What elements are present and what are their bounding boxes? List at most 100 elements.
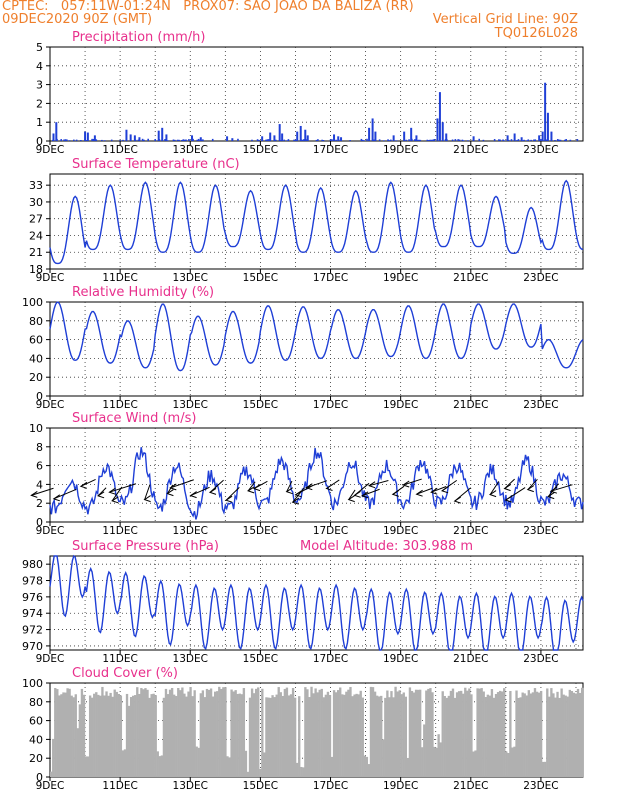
- cloud-cover-bar: [414, 689, 418, 777]
- cloud-cover-bar: [78, 704, 82, 777]
- cloud-cover-bar: [211, 696, 215, 777]
- panel-annotation: Model Altitude: 303.988 m: [300, 539, 473, 554]
- cloud-cover-bar: [548, 696, 551, 777]
- x-tick-label: 17DEC: [313, 525, 348, 537]
- cloud-cover-bar: [255, 688, 258, 777]
- cloud-cover-bar: [453, 697, 457, 777]
- wind-arrow: [111, 486, 123, 502]
- wind-arrow: [489, 481, 500, 495]
- wind-arrow-head: [30, 490, 38, 498]
- cloud-cover-bar: [72, 697, 75, 777]
- cloud-cover-bar: [261, 688, 264, 777]
- cloud-cover-bar: [275, 694, 278, 777]
- cloud-cover-bar: [324, 694, 328, 777]
- wind-arrow-head: [353, 490, 361, 498]
- cloud-cover-bar: [76, 728, 79, 777]
- cloud-cover-bar: [380, 695, 383, 777]
- cloud-cover-bar: [236, 693, 239, 777]
- cloud-cover-bar: [367, 764, 371, 777]
- cloud-cover-bar: [410, 690, 414, 777]
- cloud-cover-bar: [515, 690, 518, 777]
- cloud-cover-bar: [480, 688, 483, 777]
- plot-frame: [49, 173, 584, 270]
- cloud-cover-bar: [119, 695, 123, 777]
- y-tick-label: 972: [22, 624, 43, 637]
- cloud-cover-bar: [318, 689, 321, 777]
- wind-arrow-head: [111, 496, 119, 504]
- cloud-cover-bar: [576, 688, 580, 777]
- x-tick-label: 21DEC: [453, 272, 488, 284]
- series-line: [49, 301, 584, 372]
- cloud-cover-bar: [503, 688, 506, 777]
- cloud-cover-bar: [197, 747, 200, 777]
- cloud-cover-bar: [117, 693, 120, 777]
- cloud-cover-bar: [490, 689, 494, 777]
- cloud-cover-bar: [439, 742, 442, 777]
- wind-arrow: [292, 487, 305, 503]
- cloud-cover-bar: [400, 694, 403, 777]
- x-tick-label: 15DEC: [243, 525, 278, 537]
- cloud-cover-bar: [375, 695, 379, 777]
- wind-arrow: [53, 488, 77, 500]
- cloud-cover-bar: [312, 693, 315, 777]
- cloud-cover-bar: [472, 751, 475, 777]
- wind-arrow-head: [430, 487, 438, 495]
- cloud-cover-bar: [144, 688, 147, 777]
- cloud-cover-bar: [185, 696, 188, 777]
- cloud-cover-bar: [121, 750, 125, 777]
- cloud-cover-bar: [326, 691, 330, 777]
- cloud-cover-bar: [226, 756, 229, 777]
- cloud-cover-bar: [341, 694, 344, 777]
- wind-arrow-head: [169, 483, 177, 491]
- cloud-cover-bar: [406, 757, 410, 777]
- wind-arrow-head: [440, 486, 449, 494]
- x-tick-label: 23DEC: [523, 780, 558, 792]
- x-tick-label: 13DEC: [173, 272, 208, 284]
- cloud-cover-bar: [486, 694, 489, 777]
- cloud-cover-bar: [542, 761, 545, 777]
- cloud-cover-bar: [423, 724, 426, 777]
- cloud-cover-bar: [314, 688, 317, 777]
- cloud-cover-bar: [566, 696, 569, 777]
- cloud-cover-bar: [93, 693, 96, 777]
- x-tick-label: 23DEC: [523, 653, 558, 665]
- x-tick-label: 19DEC: [383, 272, 418, 284]
- x-tick-label: 17DEC: [313, 780, 348, 792]
- wind-arrow-head: [79, 481, 88, 489]
- wind-arrow-head: [488, 490, 497, 498]
- cloud-cover-bar: [214, 691, 217, 777]
- cloud-cover-bar: [201, 690, 205, 777]
- x-tick-label: 19DEC: [383, 399, 418, 411]
- y-tick-label: 30: [29, 196, 43, 209]
- wind-arrow: [416, 487, 433, 495]
- cloud-cover-bar: [513, 746, 516, 777]
- x-tick-label: 11DEC: [102, 144, 137, 156]
- y-tick-label: 18: [29, 263, 43, 276]
- cloud-cover-bar: [187, 691, 190, 777]
- cloud-cover-bar: [478, 688, 481, 777]
- cloud-cover-bar: [388, 697, 391, 777]
- cloud-cover-bar: [306, 689, 309, 777]
- wind-arrow: [109, 483, 137, 493]
- cloud-cover-bar: [404, 696, 407, 777]
- cloud-cover-bar: [99, 695, 102, 777]
- cloud-cover-bar: [91, 697, 94, 777]
- cloud-cover-bar: [482, 691, 485, 777]
- cloud-cover-bar: [68, 688, 71, 777]
- x-tick-label: 21DEC: [453, 653, 488, 665]
- cloud-cover-bar: [339, 687, 342, 777]
- cloud-cover-bar: [492, 697, 496, 777]
- x-tick-label: 13DEC: [173, 525, 208, 537]
- cloud-cover-bar: [271, 695, 274, 777]
- cloud-cover-bar: [556, 691, 559, 777]
- cloud-cover-bar: [156, 751, 159, 777]
- cloud-cover-bar: [111, 696, 114, 777]
- wind-arrow-head: [360, 491, 369, 499]
- cloud-cover-bar: [70, 695, 73, 777]
- cloud-cover-bar: [457, 691, 461, 777]
- y-tick-label: 0: [36, 135, 43, 148]
- wind-arrow-head: [291, 497, 299, 505]
- cloud-cover-bar: [66, 688, 69, 777]
- x-tick-label: 23DEC: [523, 525, 558, 537]
